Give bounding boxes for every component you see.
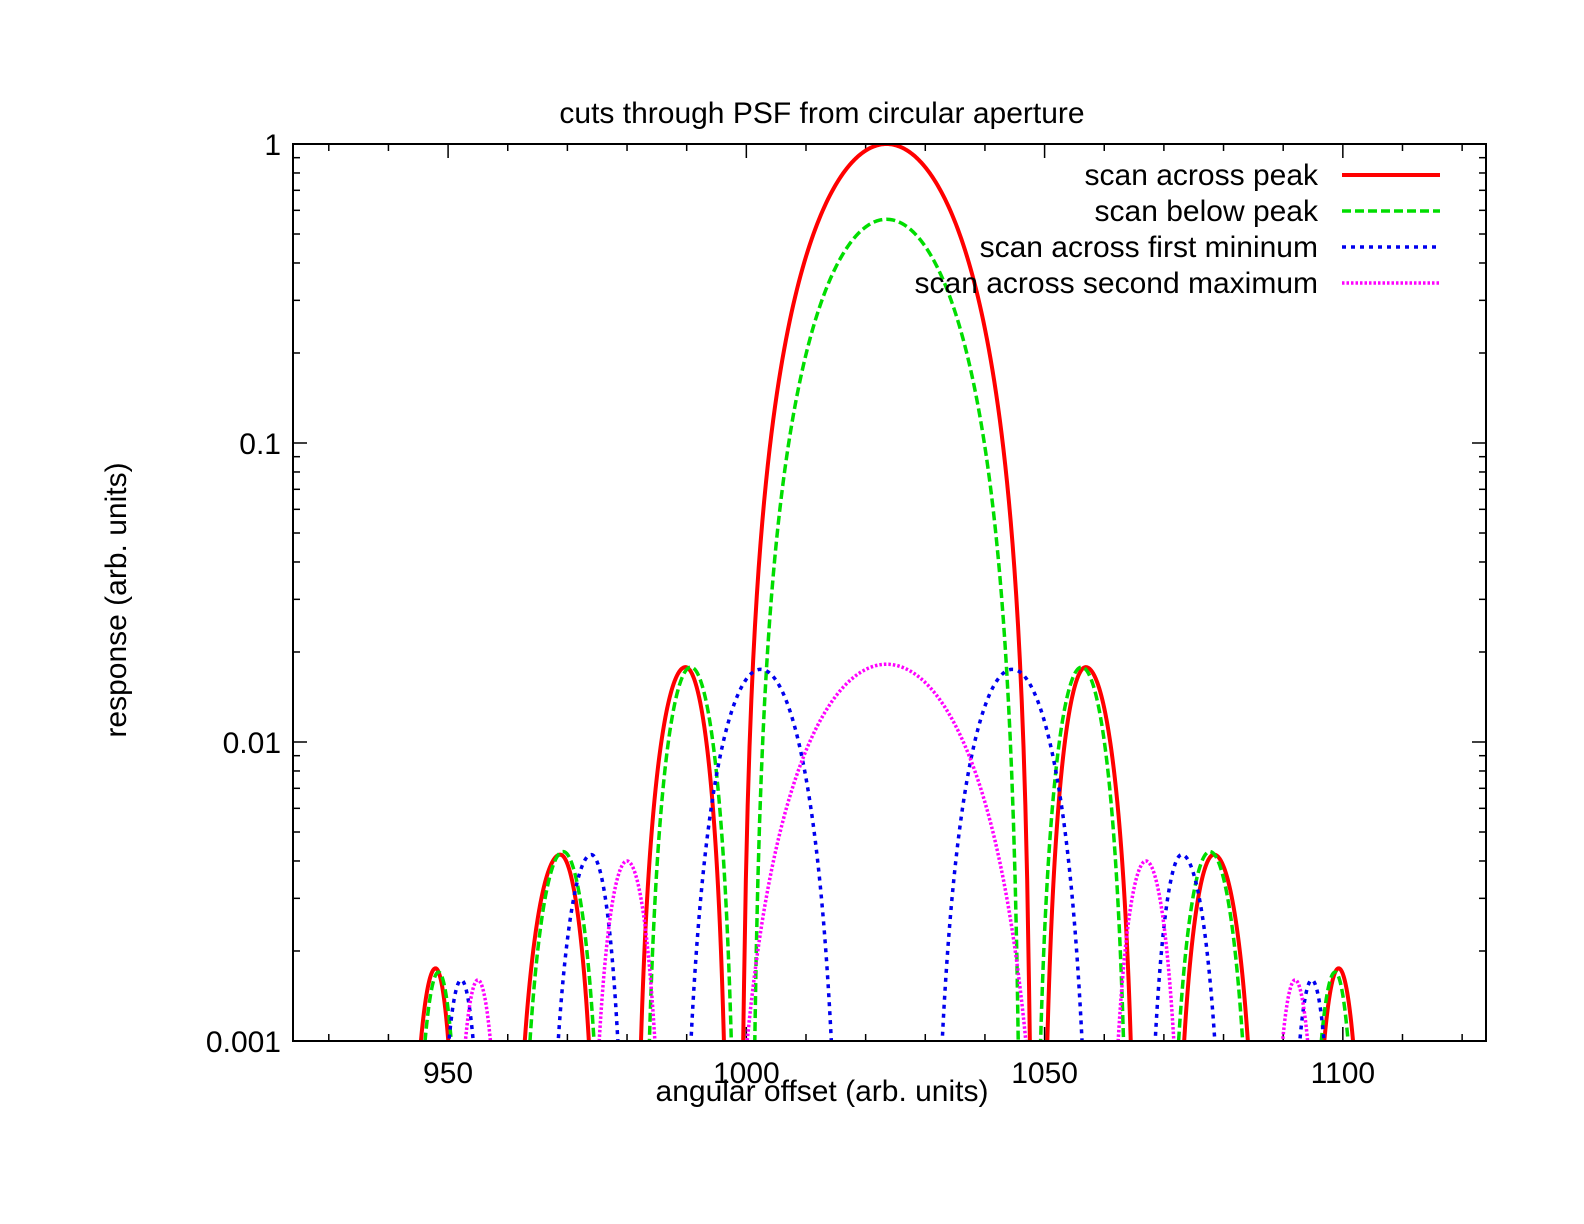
chart-title: cuts through PSF from circular aperture <box>559 97 1084 130</box>
series-lobe-line <box>1038 665 1126 1041</box>
series-lobe-line <box>638 665 726 1041</box>
series-lobe-line <box>745 662 1028 1041</box>
series-lobe-line <box>1322 966 1356 1041</box>
legend-label: scan across second maximum <box>915 267 1318 300</box>
series-lobe-line <box>741 144 1032 1041</box>
x-tick-label: 1100 <box>1311 1057 1376 1090</box>
series-lobe-line <box>1116 859 1176 1041</box>
x-tick-label: 1050 <box>1011 1057 1078 1090</box>
series-lobe-line <box>597 859 657 1041</box>
ticks-layer: 950 1000 1050 1100 0.001 0.01 0.1 1 <box>206 129 1486 1090</box>
y-tick-label: 0.001 <box>206 1026 281 1059</box>
plot-frame <box>292 143 1487 1042</box>
series-lobe-line <box>418 966 451 1041</box>
series-lobe-line <box>647 665 734 1041</box>
legend-label: scan below peak <box>1095 195 1319 228</box>
series-lobe-line <box>1153 852 1217 1041</box>
y-tick-label: 0.1 <box>239 428 281 461</box>
series-lobe-line <box>940 667 1084 1041</box>
series-lobe-line <box>753 217 1020 1041</box>
series-lobe-line <box>556 852 620 1041</box>
series-lobe-line <box>1176 849 1245 1041</box>
legend-label: scan across peak <box>1085 159 1319 192</box>
y-tick-label: 1 <box>264 129 281 162</box>
series-lobe-line <box>1319 970 1350 1041</box>
y-tick-label: 0.01 <box>223 727 281 760</box>
series-lobe-line <box>1045 665 1133 1041</box>
y-axis-label: response (arb. units) <box>100 462 133 737</box>
series-lobe-line <box>423 970 454 1041</box>
x-axis-label: angular offset (arb. units) <box>656 1075 989 1108</box>
legend-label: scan across first mininum <box>980 231 1318 264</box>
x-tick-label: 1000 <box>713 1057 780 1090</box>
x-tick-label: 950 <box>423 1057 473 1090</box>
series-layer <box>418 144 1356 1041</box>
series-lobe-line <box>689 667 834 1041</box>
